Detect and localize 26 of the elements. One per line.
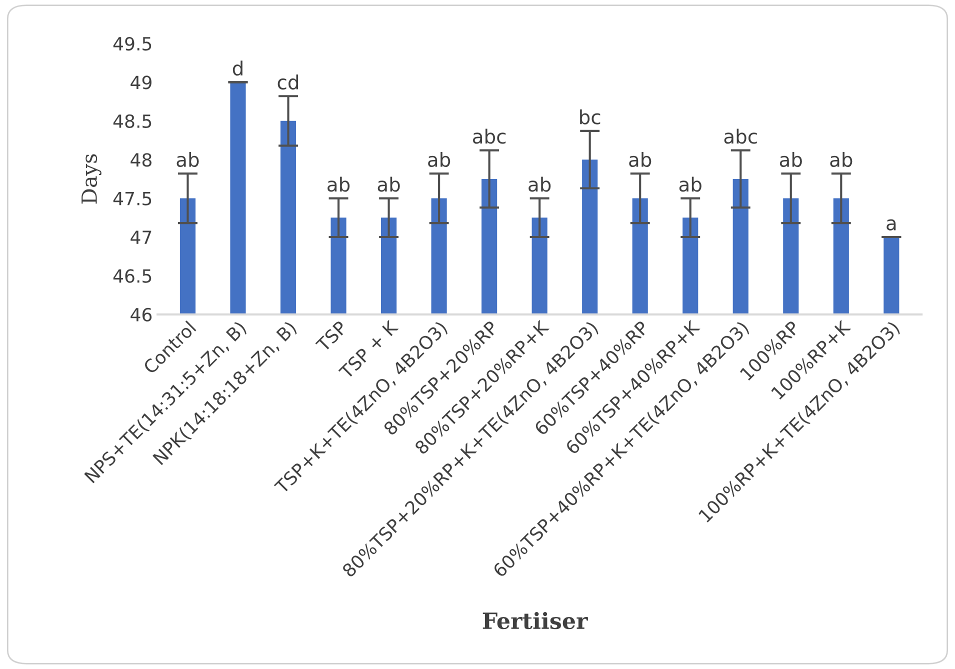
y-tick-label: 48	[130, 153, 152, 167]
annotation: a	[886, 219, 896, 230]
y-tick-label: 49.5	[113, 36, 152, 51]
x-axis-title: Fertiiser	[482, 612, 588, 630]
annotation: bc	[580, 109, 600, 124]
y-tick-label: 46	[130, 308, 152, 322]
annotation: ab	[378, 176, 400, 192]
y-tick-label: 48.5	[113, 114, 152, 128]
annotation: ab	[528, 176, 551, 192]
y-tick-label: 47.5	[113, 192, 152, 206]
x-tick-label: TSP	[315, 320, 348, 353]
annotation: ab	[679, 176, 702, 192]
annotation: abc	[473, 128, 506, 144]
annotation: ab	[830, 152, 852, 167]
annotation: ab	[428, 152, 450, 167]
annotation: d	[232, 60, 242, 76]
annotation: ab	[176, 152, 199, 167]
y-tick-label: 47	[130, 230, 152, 244]
annotation: ab	[780, 152, 802, 167]
annotation: ab	[629, 152, 652, 167]
y-tick-label: 46.5	[113, 269, 152, 283]
annotation: cd	[278, 74, 298, 90]
y-axis-title: Days	[82, 154, 102, 204]
annotation: abc	[724, 128, 757, 144]
annotation: ab	[328, 176, 350, 192]
y-tick-label: 49	[130, 76, 152, 90]
